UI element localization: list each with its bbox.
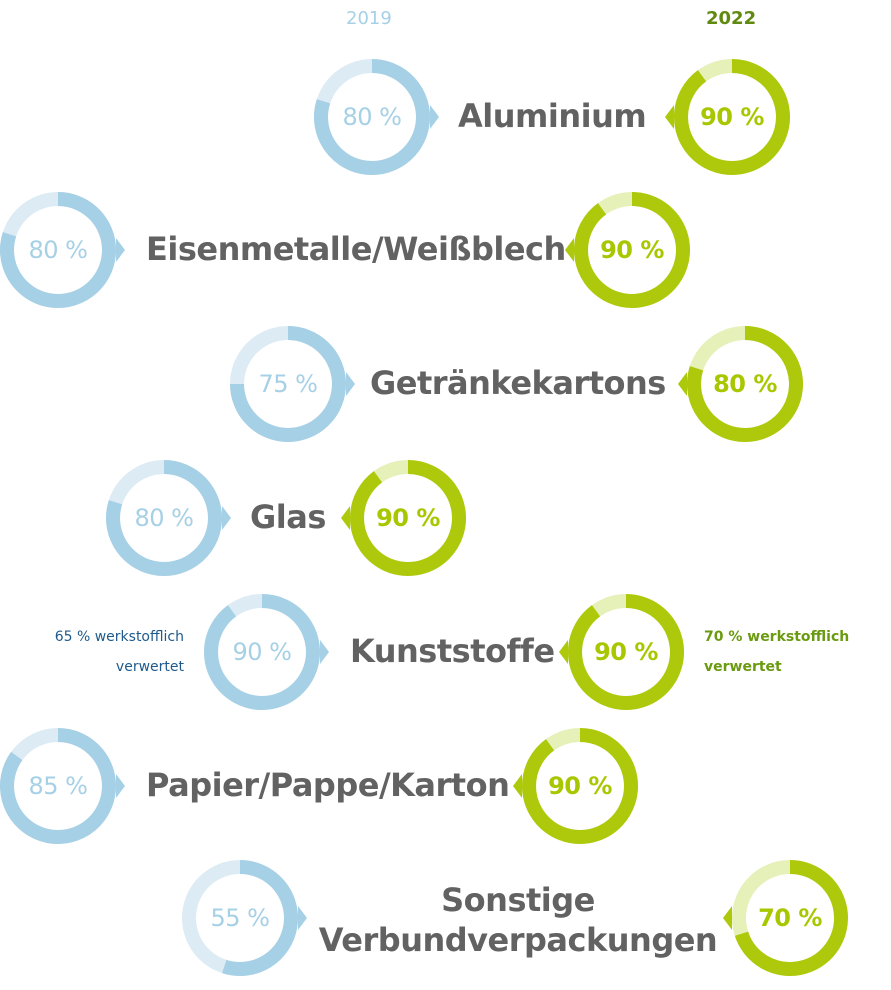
year-2022-header: 2022 [706, 8, 757, 29]
donut-value: 55 % [210, 904, 270, 932]
category-label-getraenkekartons: Getränkekartons [370, 364, 666, 402]
pointer-icon [298, 906, 307, 930]
donut-ring-svg [665, 59, 790, 175]
donut-ring-svg [230, 326, 355, 442]
pointer-icon [430, 105, 439, 129]
donut-ring-svg [314, 59, 439, 175]
donut-value: 80 % [134, 504, 194, 532]
donut-value: 70 % [758, 904, 822, 932]
year-2019-header: 2019 [346, 8, 392, 29]
donut-value: 90 % [600, 236, 664, 264]
pointer-icon [513, 774, 522, 798]
donut-value: 85 % [28, 772, 88, 800]
pointer-icon [665, 105, 674, 129]
donut-2022-4: 90 % [556, 582, 696, 722]
note-2022-kunststoffe: 70 % werkstofflich verwertet [704, 622, 884, 682]
pointer-icon [222, 506, 231, 530]
donut-value: 90 % [232, 638, 292, 666]
donut-value: 80 % [713, 370, 777, 398]
donut-value: 90 % [548, 772, 612, 800]
donut-2022-5: 90 % [510, 716, 650, 856]
donut-2019-1: 80 % [0, 180, 128, 320]
category-label-sonstige-line2: Verbundverpackungen [318, 921, 718, 959]
note-2022-line2: verwertet [704, 659, 782, 675]
pointer-icon [320, 640, 329, 664]
donut-value: 80 % [28, 236, 88, 264]
pointer-icon [341, 506, 350, 530]
category-label-aluminium: Aluminium [458, 97, 647, 135]
category-label-papier: Papier/Pappe/Karton [146, 766, 510, 804]
donut-2022-0: 90 % [662, 47, 802, 187]
pointer-icon [678, 372, 687, 396]
donut-2019-6: 55 % [170, 848, 310, 988]
donut-2022-2: 80 % [675, 314, 815, 454]
donut-ring-svg [513, 728, 638, 844]
pointer-icon [559, 640, 568, 664]
note-2019-line2: verwertet [115, 659, 184, 675]
pointer-icon [346, 372, 355, 396]
donut-2019-4: 90 % [192, 582, 332, 722]
category-label-glas: Glas [250, 498, 326, 536]
category-label-sonstige-line1: Sonstige [441, 881, 595, 919]
pointer-icon [116, 238, 125, 262]
donut-ring-svg [559, 594, 684, 710]
donut-2019-5: 85 % [0, 716, 128, 856]
donut-2022-6: 70 % [720, 848, 860, 988]
donut-ring-svg [0, 192, 125, 308]
pointer-icon [565, 238, 574, 262]
donut-value: 90 % [376, 504, 440, 532]
donut-2022-1: 90 % [562, 180, 702, 320]
donut-ring-svg [723, 860, 848, 976]
donut-value: 90 % [594, 638, 658, 666]
category-label-kunststoffe: Kunststoffe [350, 632, 555, 670]
donut-ring-svg [0, 728, 125, 844]
donut-ring-svg [341, 460, 466, 576]
donut-ring-svg [106, 460, 231, 576]
donut-value: 90 % [700, 103, 764, 131]
note-2022-line1: 70 % werkstofflich [704, 629, 850, 645]
donut-ring-svg [678, 326, 803, 442]
donut-ring-svg [565, 192, 690, 308]
donut-value: 75 % [258, 370, 318, 398]
donut-ring-svg [182, 860, 307, 976]
note-2019-line1: 65 % werkstofflich [54, 629, 184, 645]
donut-value: 80 % [342, 103, 402, 131]
category-label-eisenmetalle: Eisenmetalle/Weißblech [146, 230, 566, 268]
note-2019-kunststoffe: 65 % werkstofflich verwertet [20, 622, 184, 682]
pointer-icon [723, 906, 732, 930]
donut-2019-0: 80 % [302, 47, 442, 187]
category-label-sonstige: Sonstige Verbundverpackungen [318, 880, 718, 960]
donut-2019-3: 80 % [94, 448, 234, 588]
donut-2022-3: 90 % [338, 448, 478, 588]
pointer-icon [116, 774, 125, 798]
donut-ring-svg [204, 594, 329, 710]
donut-2019-2: 75 % [218, 314, 358, 454]
